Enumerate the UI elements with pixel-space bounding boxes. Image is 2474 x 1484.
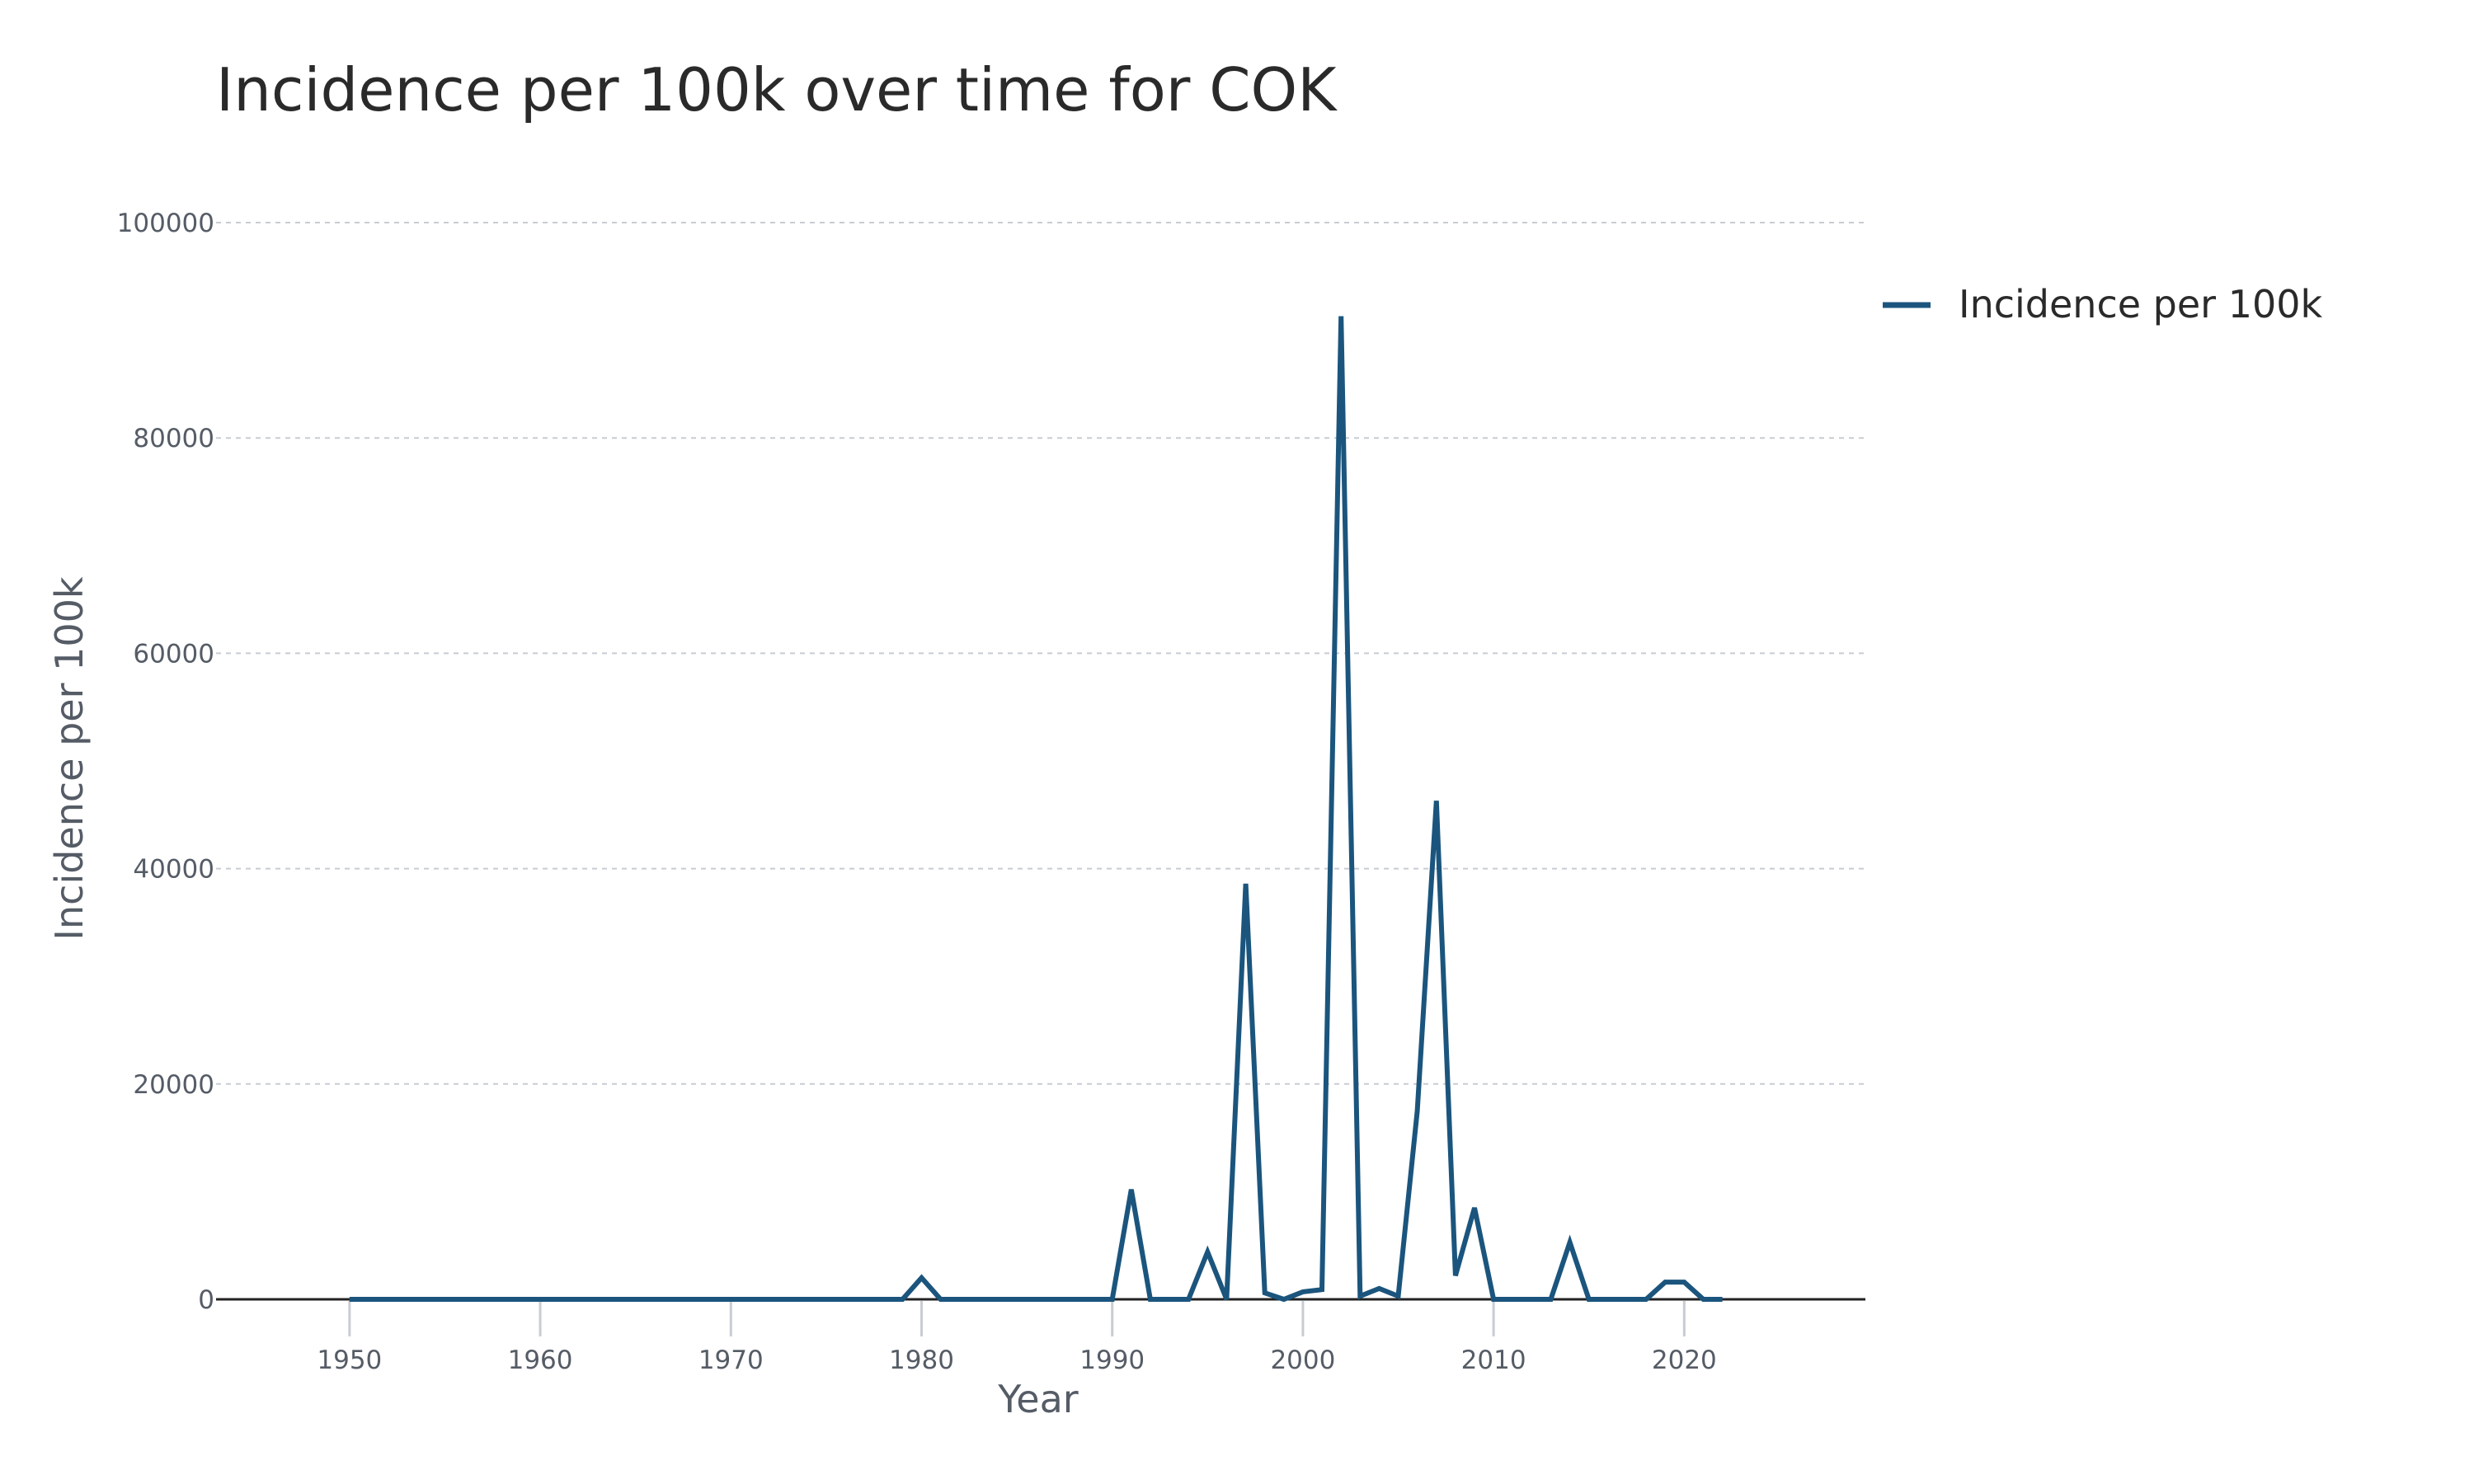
legend[interactable]: Incidence per 100k	[1883, 282, 2322, 326]
x-tick-label: 1950	[317, 1345, 382, 1375]
y-tick-label: 40000	[133, 855, 214, 885]
x-tick-label: 2000	[1270, 1345, 1335, 1375]
y-tick-label: 0	[198, 1285, 214, 1315]
x-axis-title: Year	[997, 1377, 1078, 1421]
y-tick-label: 100000	[117, 209, 214, 238]
x-tick-label: 1980	[889, 1345, 954, 1375]
y-axis-title: Incidence per 100k	[47, 576, 92, 940]
x-tick-label: 2020	[1652, 1345, 1717, 1375]
chart-title: Incidence per 100k over time for COK	[216, 55, 1338, 124]
y-tick-label: 80000	[133, 424, 214, 453]
gridlines	[216, 222, 1865, 1085]
series-line-incidence[interactable]	[349, 316, 1723, 1303]
x-tick-label: 1970	[698, 1345, 764, 1375]
legend-label: Incidence per 100k	[1959, 282, 2322, 326]
x-tick-label: 1990	[1079, 1345, 1145, 1375]
y-tick-label: 20000	[133, 1070, 214, 1100]
x-axis-ticks: 1950 1960 1970 1980 1990 2000 2010 2020	[317, 1301, 1717, 1375]
y-tick-label: 60000	[133, 639, 214, 669]
x-tick-label: 1960	[508, 1345, 573, 1375]
x-tick-label: 2010	[1461, 1345, 1526, 1375]
y-axis-ticks: 0 20000 40000 60000 80000 100000	[117, 209, 214, 1315]
